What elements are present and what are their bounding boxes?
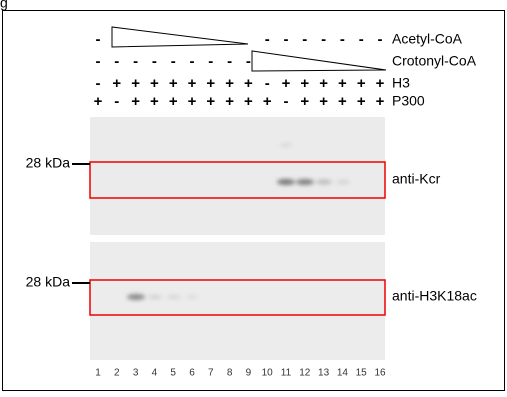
symbol: + [376,75,385,92]
blot [90,117,385,235]
lane-number: 16 [374,368,386,379]
band [296,179,314,185]
symbol: + [319,75,328,92]
lane-number: 1 [95,368,101,379]
lane-number: 11 [281,368,292,379]
size-marker: 28 kDa [26,155,71,171]
symbol: - [152,53,157,70]
symbol: - [284,31,289,48]
symbol: - [114,53,119,70]
symbol: + [169,93,178,110]
symbol: + [188,75,197,92]
antibody-label: anti-Kcr [392,171,441,187]
symbol: + [206,75,215,92]
symbol: + [150,75,159,92]
lane-number: 13 [318,368,330,379]
symbol: - [378,31,383,48]
symbol: + [319,93,328,110]
lane-number: 6 [189,368,195,379]
lane-number: 10 [262,368,274,379]
symbol: + [300,93,309,110]
symbol: + [338,75,347,92]
row-label: Crotonyl-CoA [392,53,477,69]
symbol: + [376,93,385,110]
band [280,143,292,147]
gradient-triangle [252,51,386,71]
symbol: - [359,31,364,48]
symbol: - [265,75,270,92]
symbol: + [244,75,253,92]
size-marker: 28 kDa [26,274,71,290]
symbol: + [225,93,234,110]
lane-number: 8 [227,368,233,379]
panel-letter: g [0,0,8,11]
symbol: - [133,53,138,70]
symbol: - [96,53,101,70]
band [277,179,295,185]
symbol: - [340,31,345,48]
lane-number: 2 [114,368,120,379]
lane-number: 14 [337,368,349,379]
symbol: + [131,75,140,92]
row-label: P300 [392,93,425,109]
symbol: + [206,93,215,110]
symbol: + [131,93,140,110]
blot [90,242,385,360]
lane-number: 9 [246,368,252,379]
figure: g --------Acetyl-CoA---------Crotonyl-Co… [0,0,507,392]
symbol: + [94,93,103,110]
symbol: + [300,75,309,92]
symbol: - [284,93,289,110]
lane-number: 15 [356,368,368,379]
symbol: - [227,53,232,70]
lane-number: 5 [170,368,176,379]
symbol: - [246,53,251,70]
symbol: - [265,31,270,48]
symbol: - [321,31,326,48]
band [336,180,350,184]
symbol: - [171,53,176,70]
lane-number: 12 [299,368,311,379]
band [148,295,162,299]
symbol: - [208,53,213,70]
gradient-triangle [112,27,248,47]
page: {"panel_letter": "g", "rows": [ {"label"… [0,0,507,392]
symbol: + [357,75,366,92]
symbol: + [169,75,178,92]
band [316,180,332,185]
symbol: + [338,93,347,110]
row-label: Acetyl-CoA [392,31,463,47]
symbol: + [112,75,121,92]
symbol: + [225,75,234,92]
symbol: - [96,31,101,48]
symbol: - [190,53,195,70]
symbol: - [96,75,101,92]
row-label: H3 [392,75,410,91]
band [186,295,198,299]
band [127,294,145,300]
symbol: + [282,75,291,92]
symbol: + [263,93,272,110]
symbol: - [114,93,119,110]
lane-number: 3 [133,368,139,379]
lane-number: 4 [152,368,158,379]
band [167,295,181,299]
symbol: + [188,93,197,110]
symbol: + [357,93,366,110]
antibody-label: anti-H3K18ac [392,288,477,304]
symbol: + [244,93,253,110]
symbol: + [150,93,159,110]
lane-number: 7 [208,368,214,379]
symbol: - [302,31,307,48]
